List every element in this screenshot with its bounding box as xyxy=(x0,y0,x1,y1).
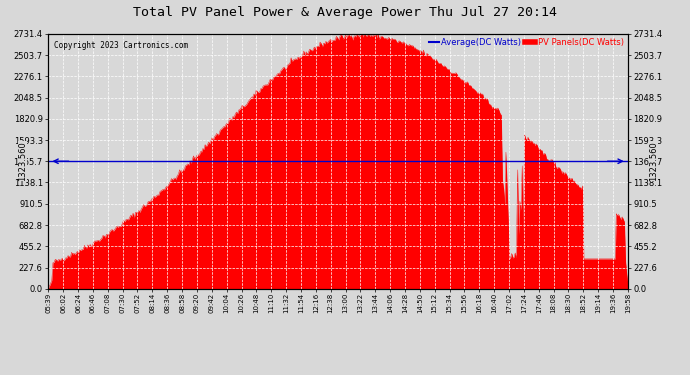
Text: 1323.560: 1323.560 xyxy=(18,141,27,181)
Text: Copyright 2023 Cartronics.com: Copyright 2023 Cartronics.com xyxy=(54,41,188,50)
Text: Total PV Panel Power & Average Power Thu Jul 27 20:14: Total PV Panel Power & Average Power Thu… xyxy=(133,6,557,19)
Text: 1323.560: 1323.560 xyxy=(649,141,658,181)
Legend: Average(DC Watts), PV Panels(DC Watts): Average(DC Watts), PV Panels(DC Watts) xyxy=(428,38,624,47)
